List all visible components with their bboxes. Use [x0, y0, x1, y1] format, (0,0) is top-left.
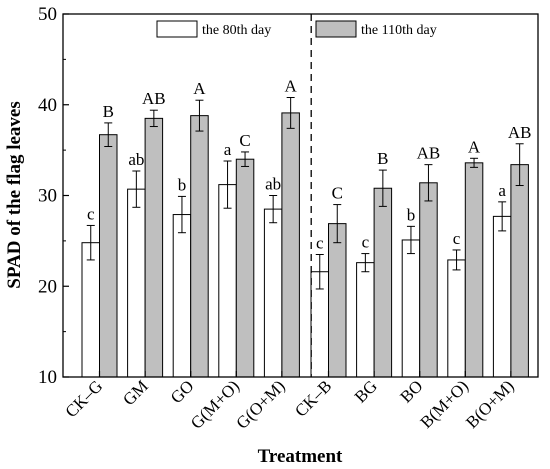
significance-label-80th-day: ab	[265, 175, 281, 194]
significance-label-110th-day: B	[377, 149, 388, 168]
significance-label-110th-day: A	[193, 79, 206, 98]
bar-80th-day	[218, 184, 237, 378]
y-tick-label: 30	[38, 186, 57, 207]
significance-label-80th-day: c	[316, 233, 324, 252]
bar-80th-day	[81, 242, 100, 378]
x-tick-label: CK–B	[291, 376, 335, 420]
x-tick-label: BO	[396, 376, 426, 406]
bar-110th-day	[235, 158, 255, 378]
significance-label-80th-day: c	[87, 204, 95, 223]
y-tick-label: 50	[38, 4, 57, 25]
bar-110th-day	[99, 134, 118, 378]
bar-110th-day	[328, 223, 347, 378]
legend-label-110th-day: the 110th day	[361, 23, 437, 38]
y-tick-label: 20	[38, 276, 57, 297]
legend: the 80th day the 110th day	[156, 20, 437, 38]
x-tick-label: B(M+O)	[417, 376, 473, 432]
plot-frame	[62, 13, 539, 378]
bar-110th-day	[144, 117, 164, 378]
bar-80th-day	[127, 188, 146, 378]
x-tick-label: B(O+M)	[462, 376, 518, 432]
legend-label-80th-day: the 80th day	[202, 23, 271, 38]
bar-series	[81, 112, 529, 378]
significance-label-110th-day: A	[468, 137, 481, 156]
significance-label-110th-day: AB	[508, 123, 532, 142]
significance-label-110th-day: AB	[417, 144, 441, 163]
y-axis-ticks: 10 20 30 40 50	[38, 4, 69, 388]
bar-80th-day	[356, 262, 375, 378]
x-axis-ticks: CK–G GM GOG(M+O)G(O+M) CK–B BG BOB(M+O)B(O+M)	[61, 371, 518, 433]
bar-80th-day	[492, 215, 512, 378]
x-axis-title: Treatment	[258, 446, 343, 467]
bar-110th-day	[281, 112, 300, 378]
significance-label-110th-day: B	[103, 102, 114, 121]
significance-label-80th-day: c	[453, 229, 461, 248]
x-tick-label: GM	[119, 376, 152, 409]
x-tick-label: G(O+M)	[232, 376, 288, 432]
bar-110th-day	[190, 115, 209, 378]
bar-80th-day	[447, 259, 466, 378]
x-tick-label: GO	[167, 376, 198, 407]
legend-swatch-80th-day	[156, 20, 198, 38]
significance-label-80th-day: ab	[128, 150, 144, 169]
bar-80th-day	[172, 214, 192, 378]
y-tick-label: 40	[38, 95, 57, 116]
bar-110th-day	[419, 182, 438, 378]
error-bars	[86, 96, 524, 290]
significance-label-80th-day: a	[498, 181, 506, 200]
bar-80th-day	[263, 208, 283, 378]
significance-label-110th-day: A	[285, 76, 298, 95]
x-tick-label: G(M+O)	[187, 376, 243, 432]
significance-label-110th-day: AB	[142, 89, 166, 108]
bar-110th-day	[464, 162, 484, 378]
significance-label-110th-day: C	[332, 184, 343, 203]
bar-110th-day	[373, 187, 393, 378]
bar-110th-day	[510, 164, 529, 378]
significance-label-80th-day: b	[178, 175, 187, 194]
y-tick-label: 10	[38, 367, 57, 388]
legend-swatch-110th-day	[315, 20, 357, 38]
x-tick-label: BG	[351, 376, 381, 406]
significance-label-80th-day: c	[362, 233, 370, 252]
significance-label-80th-day: a	[224, 140, 232, 159]
significance-label-110th-day: C	[239, 131, 250, 150]
x-tick-label: CK–G	[61, 376, 106, 421]
bar-80th-day	[401, 239, 421, 378]
y-axis-title: SPAD of the flag leaves	[4, 101, 25, 289]
significance-label-80th-day: b	[407, 205, 416, 224]
